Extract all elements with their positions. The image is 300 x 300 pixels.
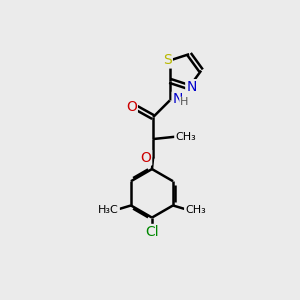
Text: N: N <box>173 92 183 106</box>
Text: S: S <box>163 53 172 68</box>
Text: H: H <box>180 97 188 107</box>
Text: CH₃: CH₃ <box>185 205 206 215</box>
Text: N: N <box>186 80 197 94</box>
Text: CH₃: CH₃ <box>175 132 196 142</box>
Text: H₃C: H₃C <box>98 205 119 215</box>
Text: O: O <box>140 151 151 164</box>
Text: Cl: Cl <box>145 225 159 239</box>
Text: O: O <box>126 100 137 114</box>
